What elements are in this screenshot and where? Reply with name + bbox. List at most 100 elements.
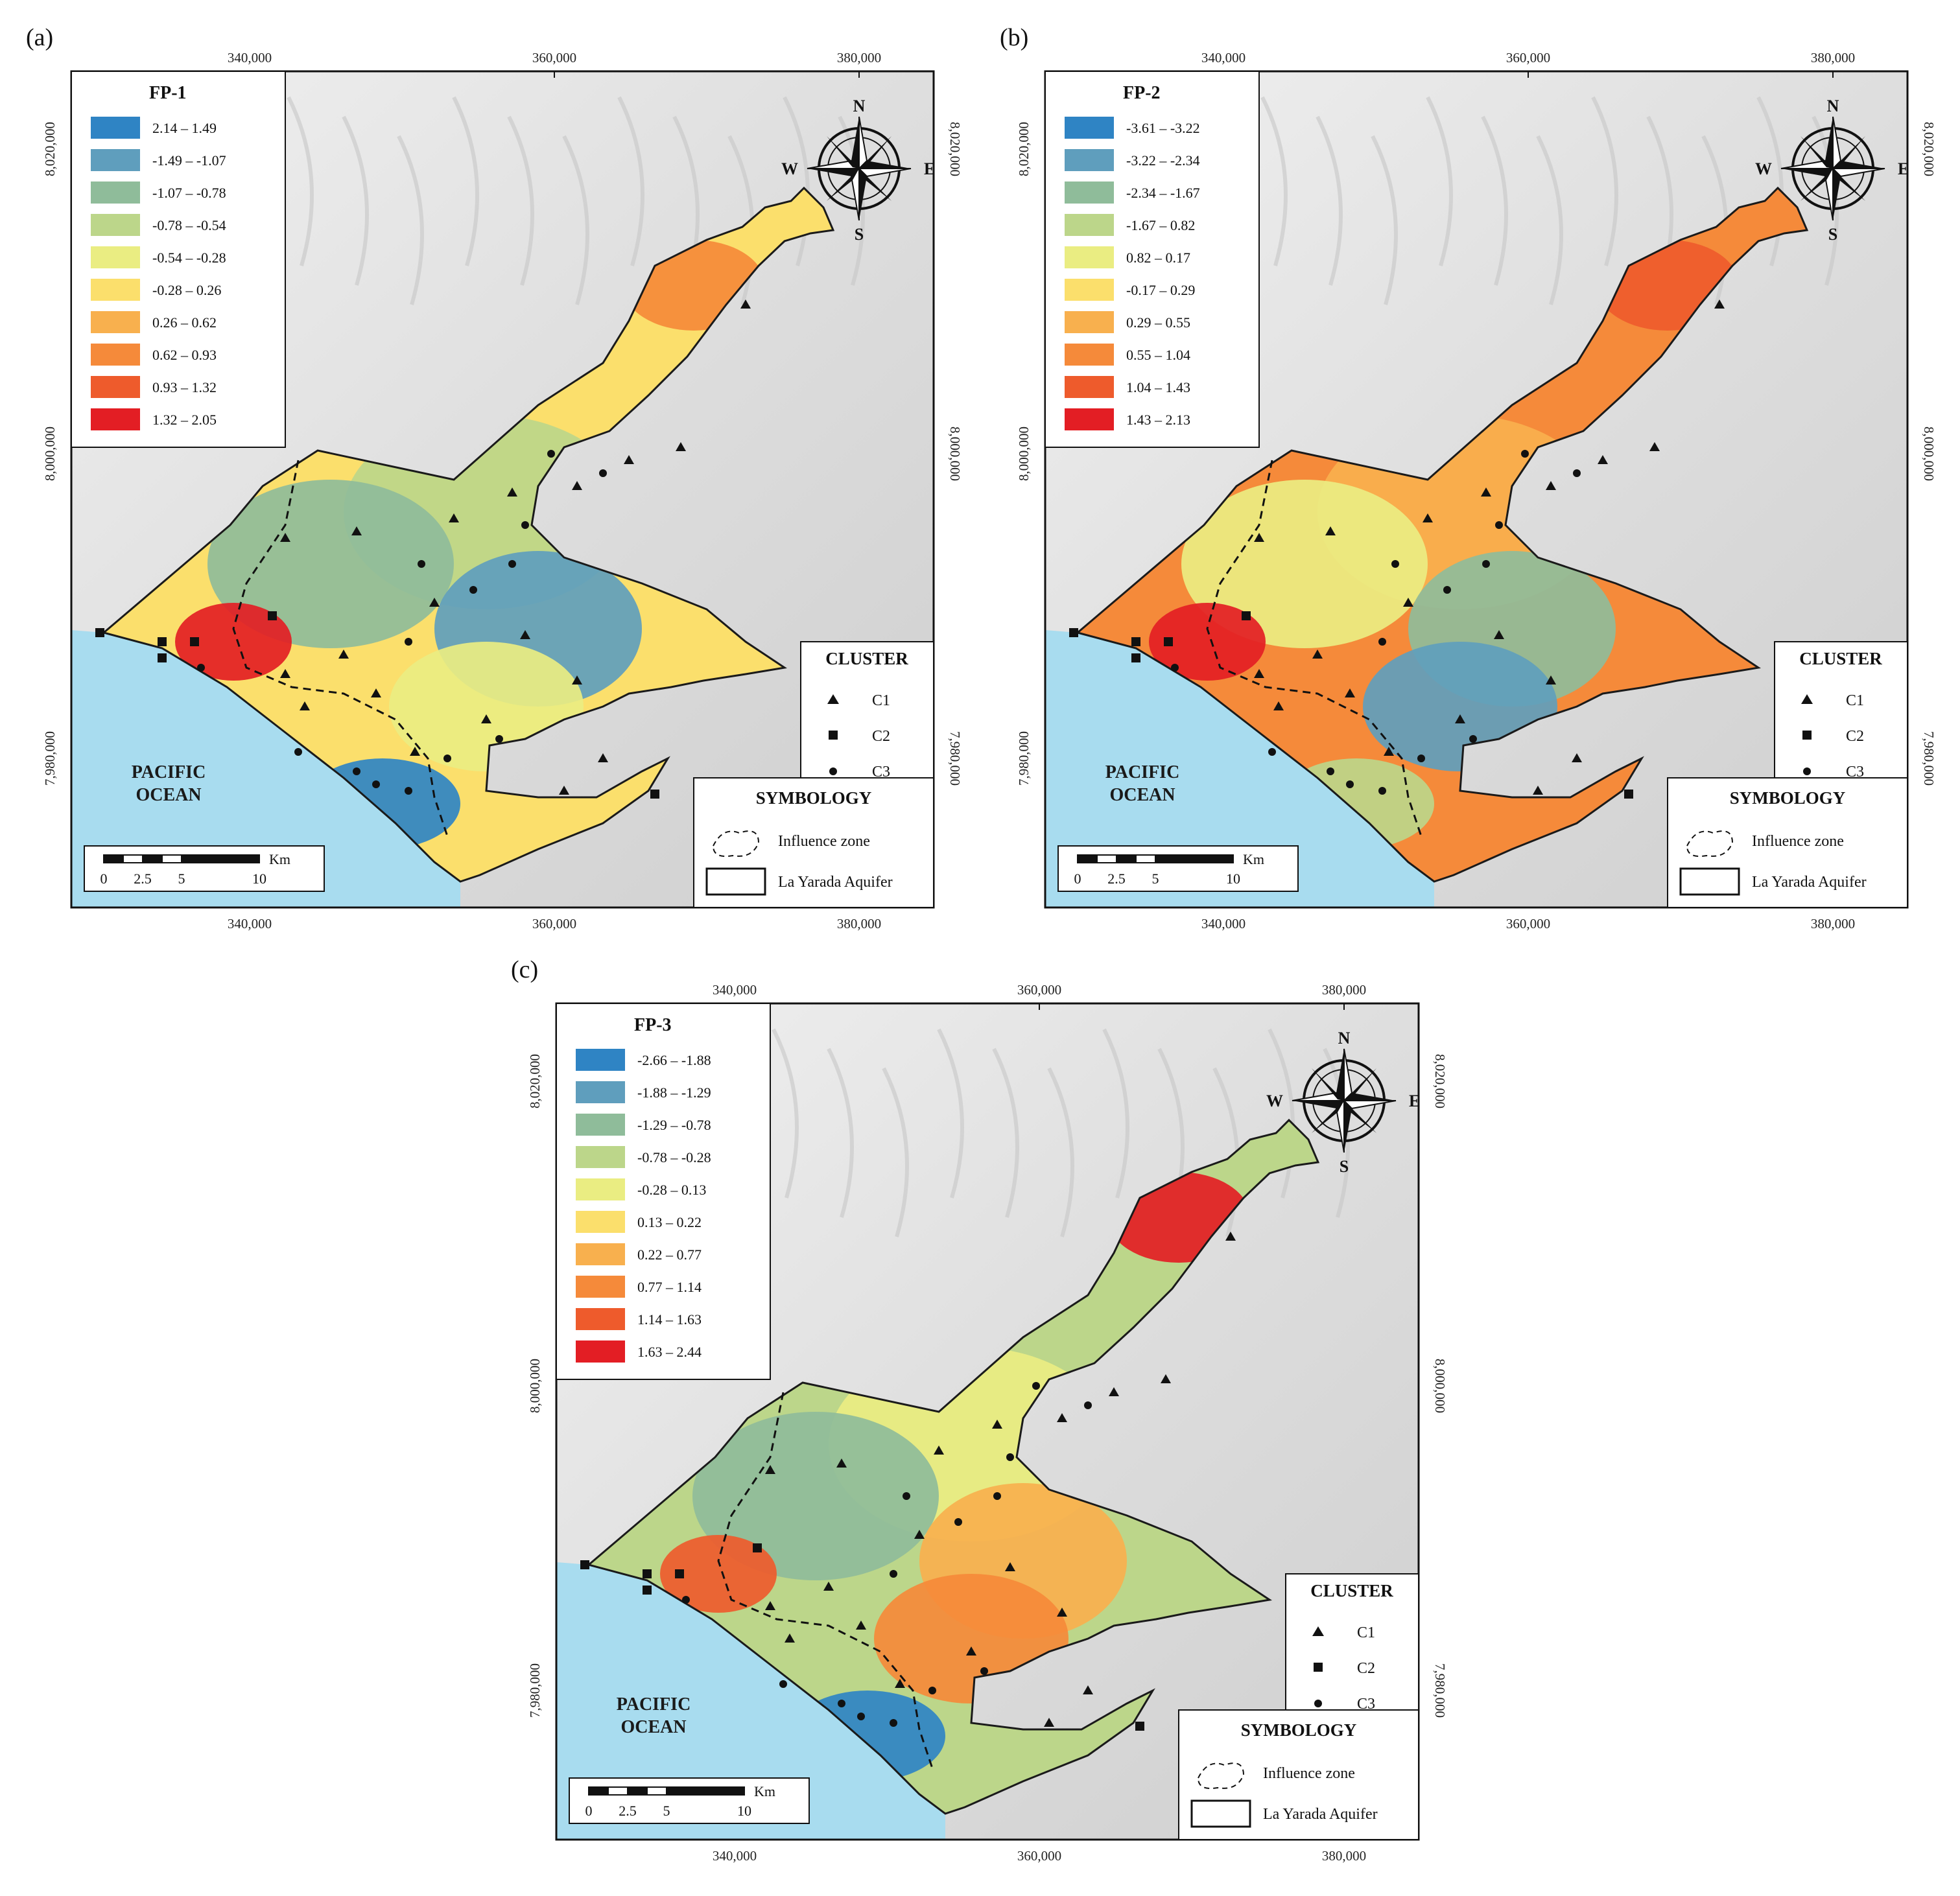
- y-tick-left: 7,980,000: [527, 1663, 543, 1718]
- scale-segment: [588, 1786, 609, 1796]
- cluster-circle-symbol: [1314, 1700, 1322, 1707]
- well-c1-marker: [507, 487, 517, 497]
- symbology-label: Influence zone: [778, 833, 870, 850]
- legend-class-label: 0.22 – 0.77: [637, 1246, 702, 1263]
- well-c1-marker: [856, 1621, 866, 1630]
- scale-segment: [1077, 854, 1098, 863]
- scale-segment: [142, 854, 163, 863]
- compass-point: [859, 161, 911, 169]
- legend-class-label: -1.67 – 0.82: [1126, 217, 1195, 233]
- terrain-ridge: [617, 96, 644, 266]
- well-c1-marker: [572, 675, 582, 685]
- compass-point: [1292, 1101, 1344, 1108]
- interpolation-zone: [1181, 480, 1428, 648]
- legend-swatch: [1065, 311, 1114, 333]
- well-c3-marker: [682, 1596, 690, 1604]
- y-tick-left: 7,980,000: [1016, 731, 1032, 786]
- legend-swatch: [91, 117, 140, 139]
- legend-swatch: [576, 1114, 625, 1136]
- well-c1-marker: [371, 688, 381, 697]
- well-c1-marker: [1161, 1374, 1171, 1383]
- well-c3-marker: [508, 560, 516, 568]
- well-c1-marker: [836, 1458, 847, 1468]
- cluster-label: C2: [1846, 728, 1864, 745]
- map-panel-1: PACIFIC OCEAN (a) 340,000 340,000 360,000 360,…: [26, 24, 963, 931]
- scale-tick-label: 5: [663, 1803, 670, 1819]
- well-c1-marker: [280, 533, 290, 542]
- well-c3-marker: [521, 521, 529, 529]
- well-c3-marker: [294, 748, 302, 756]
- y-tick-left: 8,020,000: [42, 122, 58, 176]
- legend-title: FP-1: [149, 83, 187, 103]
- aquifer-symbol: [705, 867, 766, 896]
- legend-swatch: [1065, 344, 1114, 366]
- well-c1-marker: [914, 1530, 925, 1539]
- compass-minor-point: [1312, 1101, 1344, 1133]
- ocean-area: [556, 1562, 945, 1840]
- well-c3-marker: [1469, 735, 1477, 743]
- panel-letter: (c): [511, 956, 538, 983]
- y-tick-right: 8,000,000: [947, 427, 963, 481]
- map-frame: [555, 1002, 1420, 1841]
- compass-minor-point: [1801, 169, 1833, 201]
- well-c3-marker: [1443, 586, 1451, 594]
- legend-swatch: [576, 1243, 625, 1265]
- scale-tick-label: 2.5: [619, 1803, 637, 1819]
- interpolation-zone: [207, 480, 454, 648]
- map-panel-2: PACIFIC OCEAN (b) 340,000 340,000 360,000 360,…: [1000, 24, 1937, 931]
- scale-tick-label: 0: [100, 871, 108, 887]
- compass-minor-point: [1833, 136, 1865, 169]
- well-c2-marker: [643, 1586, 652, 1595]
- compass-south: S: [1828, 225, 1837, 244]
- interpolation-zone: [692, 1412, 939, 1580]
- well-c3-marker: [469, 586, 477, 594]
- well-c2-marker: [580, 1560, 589, 1569]
- well-c3-marker: [779, 1680, 787, 1688]
- cluster-label: C1: [1357, 1624, 1375, 1641]
- y-tick-right: 8,020,000: [947, 122, 963, 176]
- compass-south: S: [855, 225, 864, 244]
- well-c3-marker: [418, 560, 425, 568]
- well-c1-marker: [624, 455, 634, 464]
- terrain-ridge: [827, 1047, 854, 1218]
- panel-letter: (b): [1000, 24, 1028, 51]
- aquifer-boundary: [1075, 186, 1809, 883]
- well-c3-marker: [928, 1687, 936, 1694]
- scale-segment: [646, 1786, 667, 1796]
- well-c1-marker: [1312, 650, 1323, 659]
- well-c1-marker: [1423, 513, 1433, 522]
- cluster-label: C1: [1846, 692, 1864, 709]
- scale-segment: [123, 854, 143, 863]
- legend-class-label: -0.78 – -0.28: [637, 1149, 711, 1165]
- x-tick-top: 380,000: [1811, 50, 1855, 65]
- well-c2-marker: [95, 628, 104, 637]
- compass-minor-point: [859, 136, 891, 169]
- map-frame: [70, 70, 935, 909]
- legend-box: FP-2 -3.61 – -3.22 -3.22 – -2.34 -2.34 – -1…: [1045, 71, 1260, 448]
- x-tick-top: 340,000: [713, 982, 757, 998]
- y-tick-left: 8,020,000: [527, 1054, 543, 1108]
- scale-segment: [627, 1786, 648, 1796]
- legend-swatch: [576, 1146, 625, 1168]
- well-c1-marker: [1403, 598, 1413, 607]
- well-c3-marker: [857, 1713, 865, 1720]
- cluster-title: CLUSTER: [825, 649, 908, 668]
- legend-class-label: -3.61 – -3.22: [1126, 120, 1200, 136]
- well-c3-marker: [1482, 560, 1490, 568]
- legend-swatch: [91, 149, 140, 171]
- ocean-label: PACIFIC: [132, 762, 206, 782]
- terrain-ridge: [1260, 96, 1288, 266]
- well-c1-marker: [1546, 481, 1556, 490]
- compass-point: [851, 117, 859, 169]
- legend-class-label: 0.55 – 1.04: [1126, 347, 1190, 363]
- terrain-ridge: [1481, 115, 1508, 286]
- scale-tick-label: 2.5: [134, 871, 152, 887]
- well-c1-marker: [572, 481, 582, 490]
- terrain-ridge: [452, 96, 479, 266]
- compass-minor-point: [1312, 1068, 1344, 1101]
- compass-east: E: [1898, 159, 1909, 178]
- well-c2-marker: [675, 1569, 684, 1578]
- influence-zone-line: [1206, 460, 1423, 837]
- aquifer-symbol: [1190, 1799, 1251, 1828]
